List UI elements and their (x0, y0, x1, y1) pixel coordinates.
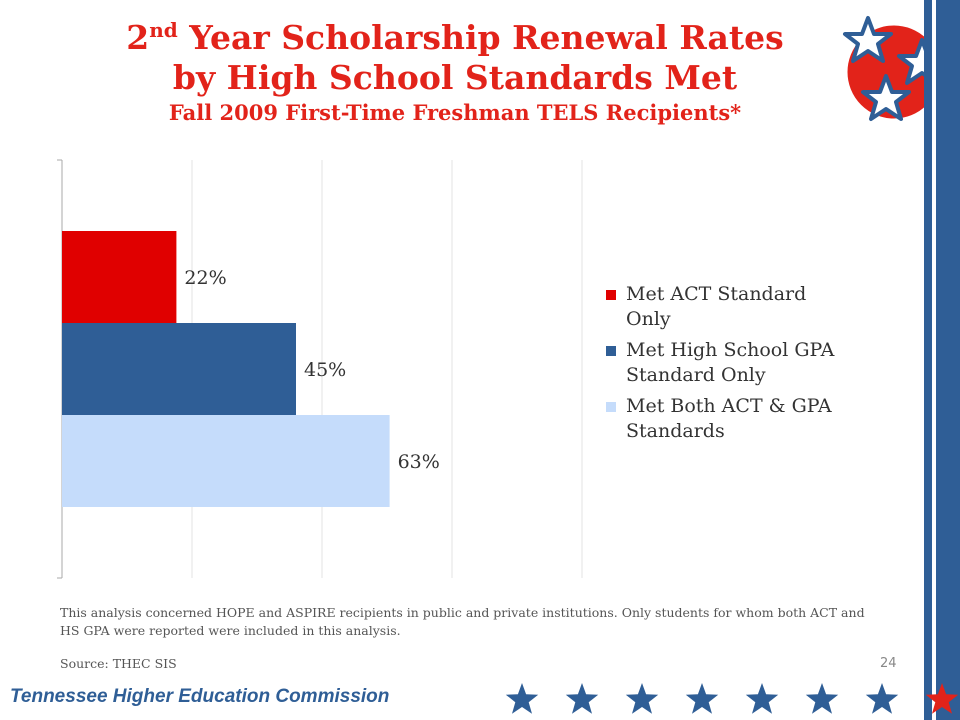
legend-swatch-act (606, 290, 616, 300)
footer-stars (505, 683, 959, 714)
data-label-2: 63% (398, 451, 440, 473)
star-icon (505, 683, 539, 714)
footer-org-name: Tennessee Higher Education Commission (10, 686, 390, 707)
bar-2 (62, 415, 390, 507)
bar-1 (62, 323, 296, 415)
data-label-0: 22% (184, 267, 226, 289)
star-icon (745, 683, 779, 714)
legend-item-gpa: Met High School GPA Standard Only (606, 338, 896, 388)
data-label-1: 45% (304, 359, 346, 381)
legend-item-both: Met Both ACT & GPA Standards (606, 394, 896, 444)
bar-0 (62, 231, 177, 323)
legend-swatch-gpa (606, 346, 616, 356)
source-text: Source: THEC SIS (60, 656, 177, 671)
slide-title: 2nd Year Scholarship Renewal Rates by Hi… (40, 18, 870, 128)
title-line-2: by High School Standards Met (172, 58, 738, 97)
star-icon (925, 683, 959, 714)
star-icon (625, 683, 659, 714)
star-icon (685, 683, 719, 714)
legend-swatch-both (606, 402, 616, 412)
star-icon (565, 683, 599, 714)
page-number: 24 (880, 656, 897, 671)
star-icon (805, 683, 839, 714)
right-border-bar (924, 0, 960, 720)
title-line-3: Fall 2009 First-Time Freshman TELS Recip… (168, 100, 742, 125)
legend-item-act: Met ACT Standard Only (606, 282, 896, 332)
title-line-1: 2nd Year Scholarship Renewal Rates (126, 18, 784, 57)
star-icon (865, 683, 899, 714)
analysis-note: This analysis concerned HOPE and ASPIRE … (60, 605, 865, 638)
chart-legend: Met ACT Standard Only Met High School GPA… (606, 282, 896, 450)
